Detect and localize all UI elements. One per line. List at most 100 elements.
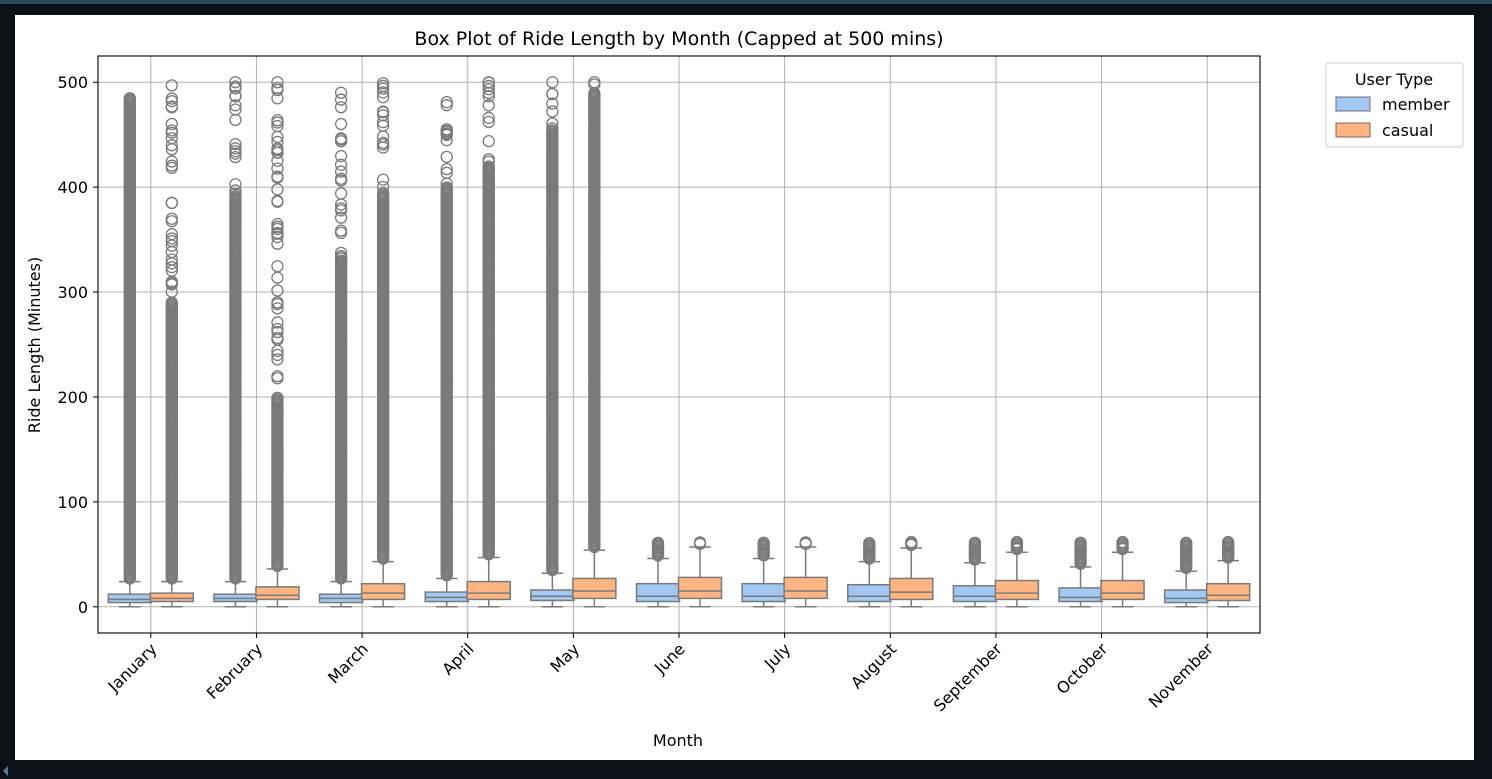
outlier-point: [546, 117, 559, 130]
outlier-point: [440, 166, 453, 179]
outlier-point: [905, 535, 918, 549]
box-casual: [466, 580, 511, 601]
outlier-point: [271, 353, 284, 366]
outlier-point: [271, 217, 284, 231]
y-tick-label: 100: [57, 493, 88, 512]
outlier-point: [440, 162, 453, 176]
outlier-point: [271, 372, 284, 385]
outlier-point: [271, 83, 284, 97]
outlier-point: [271, 195, 284, 208]
outlier-point: [229, 150, 242, 164]
box-casual: [783, 576, 828, 600]
outlier-point: [165, 132, 178, 145]
outlier-point: [165, 95, 178, 108]
outlier-point: [440, 124, 453, 137]
outlier-point: [229, 80, 242, 93]
box-casual: [360, 582, 406, 601]
outlier-point: [651, 536, 665, 549]
y-axis-label: Ride Length (Minutes): [25, 257, 44, 433]
outlier-point: [271, 220, 284, 234]
outlier-point: [271, 183, 284, 196]
outlier-point: [271, 92, 284, 105]
y-tick-label: 300: [57, 283, 88, 302]
x-axis-label: Month: [653, 731, 703, 750]
outlier-point: [376, 119, 390, 132]
outlier-point-max: [440, 96, 453, 109]
outlier-point-max: [376, 77, 390, 90]
box-member: [847, 583, 892, 603]
outlier-point: [271, 284, 284, 297]
outlier-point: [271, 271, 284, 284]
outlier-point: [482, 111, 495, 124]
outlier-point: [757, 536, 770, 549]
box-casual: [1205, 582, 1251, 602]
outlier-point: [482, 99, 495, 112]
box-member: [1058, 587, 1103, 603]
box-casual: [889, 577, 934, 601]
outlier-point: [271, 344, 284, 358]
box-member: [741, 582, 786, 603]
outlier-point: [165, 139, 178, 152]
outlier-point: [334, 246, 348, 260]
chart-background: [15, 15, 1474, 760]
outlier-point: [165, 261, 178, 274]
legend-label-casual: casual: [1382, 121, 1433, 140]
outlier-point: [334, 172, 348, 185]
outlier-point: [546, 105, 559, 118]
outlier-point: [165, 235, 178, 248]
outlier-point: [440, 181, 453, 194]
outlier-point: [1222, 535, 1235, 549]
outlier-point: [482, 153, 495, 166]
outlier-point: [165, 239, 178, 252]
box-casual: [994, 579, 1040, 601]
outlier-point: [123, 92, 136, 105]
outlier-point: [165, 124, 178, 137]
outlier-point: [334, 101, 348, 114]
outlier-point: [440, 134, 453, 147]
outlier-point: [334, 158, 348, 171]
outlier-point: [271, 162, 284, 175]
outlier-point: [229, 89, 242, 103]
outlier-point: [229, 178, 242, 191]
outlier-point: [482, 79, 495, 93]
outlier-point: [334, 226, 348, 239]
outlier-point: [334, 211, 348, 224]
outlier-point: [334, 149, 348, 163]
scroll-arrow-icon[interactable]: [3, 766, 8, 776]
outlier-point: [229, 103, 242, 116]
box-casual: [149, 592, 195, 603]
outlier-point: [440, 99, 453, 112]
outlier-point: [271, 325, 284, 339]
grid-lines: [98, 56, 1260, 633]
outlier-point: [229, 142, 242, 155]
outlier-point: [165, 100, 178, 113]
outlier-point: [165, 257, 178, 270]
outlier-point: [334, 165, 348, 178]
box-member: [107, 593, 153, 604]
legend: User Type member casual: [1325, 62, 1464, 148]
legend-swatch-casual: [1335, 122, 1371, 138]
outlier-point: [165, 155, 178, 168]
outlier-point: [271, 227, 284, 240]
outlier-point-max: [546, 76, 559, 89]
outlier-point-max: [482, 76, 495, 89]
outlier-point: [271, 119, 284, 133]
outlier-point: [165, 117, 178, 131]
outlier-point: [546, 97, 559, 110]
outlier-point-max: [165, 79, 178, 92]
outlier-point: [334, 133, 348, 146]
outlier-point: [271, 331, 284, 345]
outlier-point: [334, 250, 348, 263]
outlier-point: [271, 322, 284, 336]
outlier-point: [334, 204, 348, 217]
outlier-point-max: [271, 76, 284, 89]
box-casual: [255, 586, 300, 601]
outlier-point: [968, 536, 982, 549]
outlier-point: [1180, 536, 1193, 549]
y-tick-label: 200: [57, 388, 88, 407]
outlier-point: [376, 180, 390, 194]
outlier-point: [271, 170, 284, 183]
outlier-point: [546, 122, 559, 135]
outlier-point: [229, 99, 242, 112]
chart-frame: 0 100 200 300 400 500 January February March Apri…: [15, 15, 1474, 760]
